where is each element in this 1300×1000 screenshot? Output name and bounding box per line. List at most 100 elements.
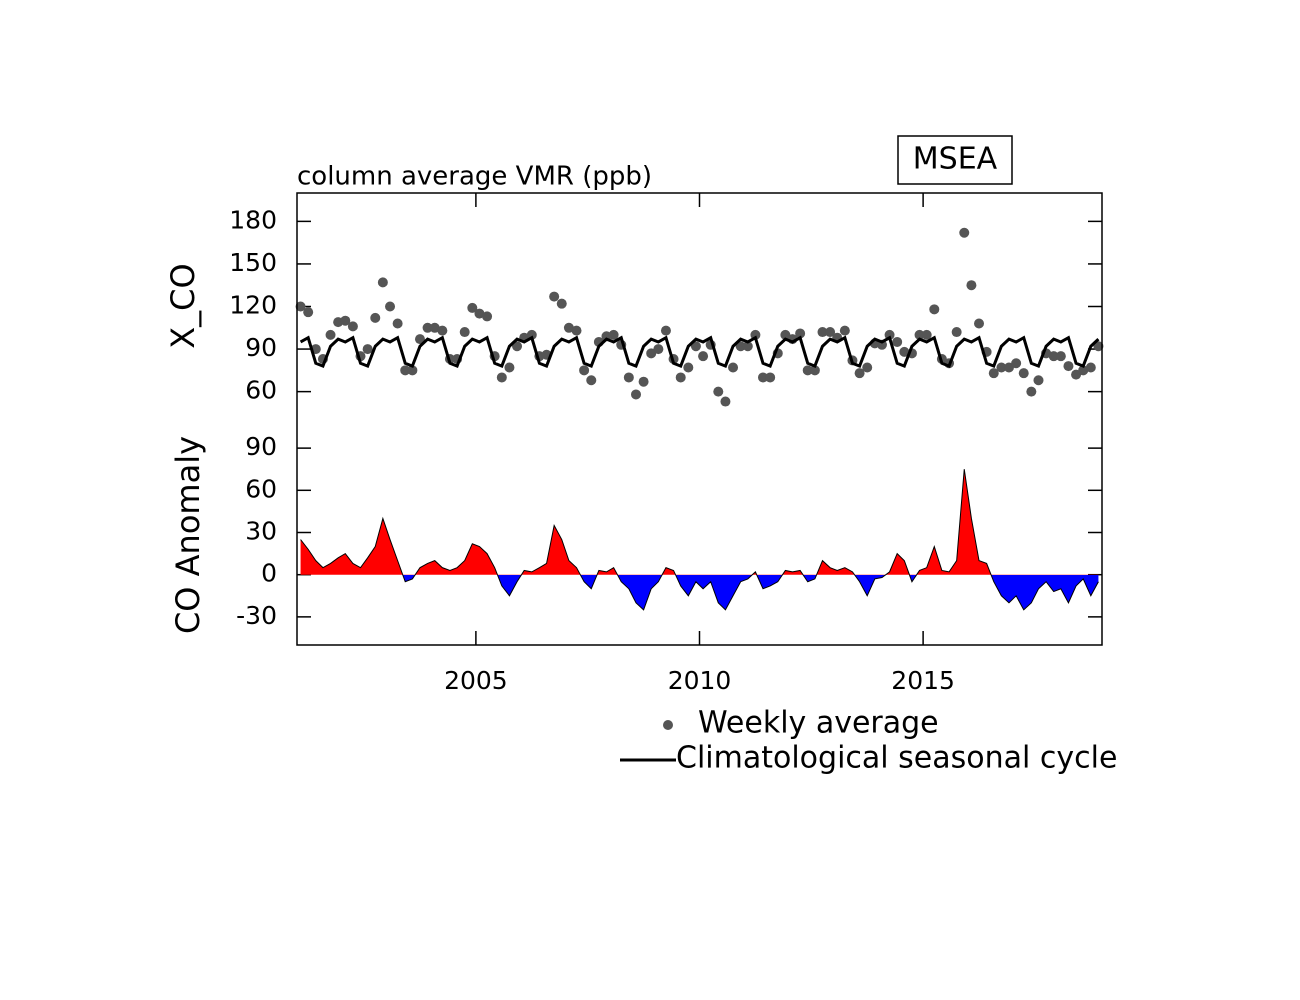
chart-title: MSEA — [913, 142, 998, 177]
data-point — [690, 341, 701, 352]
data-point — [966, 280, 977, 291]
data-point — [474, 308, 485, 319]
data-point — [377, 277, 388, 288]
subtitle: column average VMR (ppb) — [297, 162, 652, 192]
data-point — [795, 328, 806, 339]
data-point — [735, 341, 746, 352]
data-point — [325, 329, 336, 340]
legend-label: Climatological seasonal cycle — [676, 741, 1117, 776]
y-tick-label: -30 — [236, 601, 277, 630]
frame — [296, 192, 1103, 646]
data-point — [750, 329, 761, 340]
data-point — [400, 365, 411, 376]
data-point — [496, 372, 507, 383]
data-point — [921, 329, 932, 340]
data-point — [839, 325, 850, 336]
data-point — [1078, 365, 1089, 376]
data-point — [370, 312, 381, 323]
data-point — [571, 325, 582, 336]
data-point — [1011, 358, 1022, 369]
data-point — [1026, 386, 1037, 397]
data-point — [437, 325, 448, 336]
line — [299, 335, 1100, 369]
data-point — [675, 372, 686, 383]
y-axis-title: CO Anomaly — [169, 436, 207, 634]
data-point — [526, 329, 537, 340]
data-point — [1033, 375, 1044, 386]
data-point — [623, 372, 634, 383]
data-point — [765, 372, 776, 383]
data-point — [362, 344, 373, 355]
area-negative — [402, 575, 1099, 610]
y-tick-label: 60 — [245, 376, 277, 405]
data-point — [959, 227, 970, 238]
y-tick-label: 0 — [261, 559, 277, 588]
data-point — [579, 365, 590, 376]
plot-area: 60 90 120 150 180 -30 0 30 60 90 2005 2010 2015 — [229, 193, 1104, 695]
x-tick-label: 2010 — [668, 666, 732, 695]
data-point — [392, 318, 403, 329]
data-point — [1085, 362, 1096, 373]
y-tick-label: 150 — [229, 248, 277, 277]
x-tick-label: 2005 — [444, 666, 508, 695]
data-point — [630, 389, 641, 400]
data-point — [720, 396, 731, 407]
legend-label: Weekly average — [698, 706, 939, 741]
data-point — [549, 291, 560, 302]
data-point — [1055, 351, 1066, 362]
data-point — [467, 302, 478, 313]
data-point — [899, 346, 910, 357]
y-tick-label: 60 — [245, 474, 277, 503]
data-point — [742, 341, 753, 352]
data-point — [929, 304, 940, 315]
y-tick-label: 30 — [245, 517, 277, 546]
data-point — [295, 301, 306, 312]
data-point — [340, 315, 351, 326]
data-point — [862, 362, 873, 373]
data-point — [556, 298, 567, 309]
data-point — [638, 376, 649, 387]
data-point — [974, 318, 985, 329]
y-tick-label: 90 — [245, 333, 277, 362]
data-point — [698, 351, 709, 362]
data-point — [303, 307, 314, 318]
data-point — [951, 327, 962, 338]
data-point — [422, 322, 433, 333]
data-point — [653, 344, 664, 355]
data-point — [429, 322, 440, 333]
data-point — [683, 362, 694, 373]
data-point — [1018, 368, 1029, 379]
data-point — [1048, 351, 1059, 362]
area-outline — [300, 469, 1099, 611]
data-point — [884, 329, 895, 340]
y-tick-label: 180 — [229, 205, 277, 234]
data-point — [1063, 361, 1074, 372]
data-point — [512, 341, 523, 352]
data-point — [988, 368, 999, 379]
data-point — [586, 375, 597, 386]
data-point — [407, 365, 418, 376]
data-point — [459, 327, 470, 338]
x-tick-label: 2015 — [891, 666, 955, 695]
data-point — [914, 329, 925, 340]
data-point — [385, 301, 396, 312]
title-box — [897, 135, 1013, 185]
data-point — [1093, 341, 1104, 352]
data-point — [802, 365, 813, 376]
data-point — [660, 325, 671, 336]
data-point — [825, 327, 836, 338]
area-positive — [300, 469, 1099, 575]
data-point — [414, 334, 425, 345]
data-point — [758, 372, 769, 383]
data-point — [996, 362, 1007, 373]
data-point — [482, 311, 493, 322]
data-point — [504, 362, 515, 373]
y-tick-label: 90 — [245, 432, 277, 461]
data-point — [892, 336, 903, 347]
legend-marker — [663, 720, 673, 730]
data-point — [713, 386, 724, 397]
data-point — [809, 365, 820, 376]
data-point — [347, 321, 358, 332]
